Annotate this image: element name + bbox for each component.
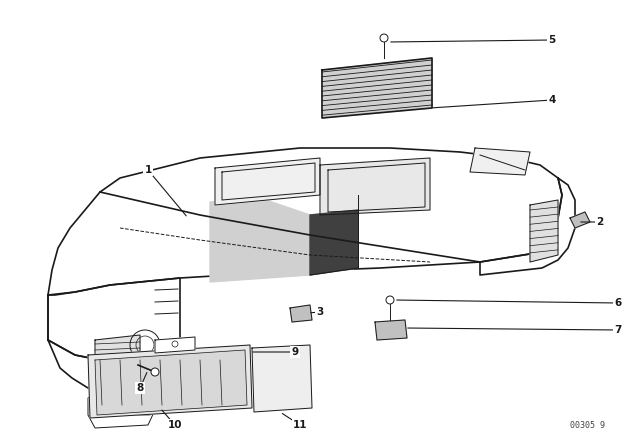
Text: 7: 7 xyxy=(614,325,621,335)
Polygon shape xyxy=(470,148,530,175)
Text: 00305 9: 00305 9 xyxy=(570,421,605,430)
Polygon shape xyxy=(95,350,247,415)
Polygon shape xyxy=(48,295,160,398)
Polygon shape xyxy=(290,305,312,322)
Text: 3: 3 xyxy=(316,307,324,317)
Polygon shape xyxy=(215,158,320,205)
Text: 1: 1 xyxy=(145,165,152,175)
Polygon shape xyxy=(88,345,252,418)
Polygon shape xyxy=(322,58,432,118)
Polygon shape xyxy=(210,198,358,282)
Circle shape xyxy=(172,341,178,347)
Text: 9: 9 xyxy=(291,347,299,357)
Polygon shape xyxy=(48,278,180,368)
Text: 11: 11 xyxy=(292,420,307,430)
Polygon shape xyxy=(530,200,558,262)
Polygon shape xyxy=(48,148,562,295)
Polygon shape xyxy=(252,345,312,412)
Text: 8: 8 xyxy=(136,383,143,393)
Polygon shape xyxy=(95,335,140,378)
Polygon shape xyxy=(480,178,575,275)
Text: 5: 5 xyxy=(548,35,556,45)
Polygon shape xyxy=(570,212,590,228)
Text: 6: 6 xyxy=(614,298,621,308)
Polygon shape xyxy=(320,158,430,215)
Polygon shape xyxy=(155,337,195,353)
Circle shape xyxy=(151,368,159,376)
Polygon shape xyxy=(310,210,358,275)
Polygon shape xyxy=(375,320,407,340)
Text: 4: 4 xyxy=(548,95,556,105)
Polygon shape xyxy=(88,390,155,428)
Text: 2: 2 xyxy=(596,217,604,227)
Text: 10: 10 xyxy=(168,420,182,430)
